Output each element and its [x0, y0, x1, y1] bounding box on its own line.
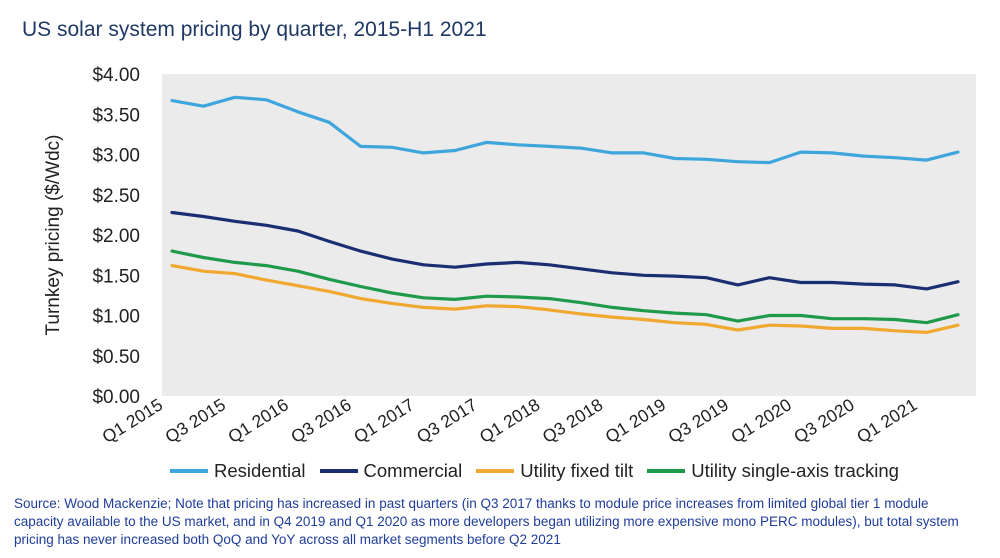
- legend-item: Utility single-axis tracking: [647, 460, 899, 482]
- series-line-commercial: [170, 210, 960, 291]
- x-tick-label: Q1 2019: [602, 394, 670, 447]
- legend-item: Commercial: [319, 460, 463, 482]
- y-tick-label: $0.50: [92, 347, 140, 368]
- x-tick-label: Q3 2020: [790, 394, 858, 447]
- legend-swatch: [170, 469, 208, 473]
- y-tick-label: $1.50: [92, 266, 140, 287]
- x-tick-label: Q3 2015: [161, 394, 229, 447]
- series-line-utility-fixed-tilt: [170, 264, 960, 334]
- y-tick-label: $1.00: [92, 307, 140, 328]
- x-tick-label: Q1 2021: [853, 394, 921, 447]
- y-tick-label: $2.50: [92, 186, 140, 207]
- chart-title: US solar system pricing by quarter, 2015…: [22, 18, 487, 41]
- x-tick-label: Q1 2017: [350, 394, 418, 447]
- legend-swatch: [476, 469, 515, 473]
- y-tick-label: $3.50: [92, 105, 140, 126]
- legend-label: Utility fixed tilt: [520, 460, 634, 481]
- y-tick-label: $2.00: [92, 226, 140, 247]
- legend-item: Utility fixed tilt: [476, 460, 633, 482]
- series-line-residential: [170, 95, 960, 165]
- x-tick-label: Q1 2018: [476, 394, 544, 447]
- legend-label: Utility single-axis tracking: [691, 460, 899, 481]
- x-tick-label: Q3 2016: [287, 394, 355, 447]
- x-tick-label: Q3 2018: [539, 394, 607, 447]
- x-tick-label: Q1 2020: [727, 394, 795, 447]
- plot-area: [162, 74, 976, 396]
- legend: Residential Commercial Utility fixed tilt U…: [170, 460, 913, 482]
- series-line-utility-single-axis-tracking: [170, 249, 960, 325]
- source-note: Source: Wood Mackenzie; Note that pricin…: [14, 496, 959, 547]
- legend-swatch: [647, 469, 686, 473]
- legend-label: Residential: [214, 460, 306, 481]
- x-tick-label: Q1 2016: [224, 394, 292, 447]
- legend-label: Commercial: [363, 460, 463, 481]
- x-tick-label: Q3 2019: [665, 394, 733, 447]
- y-axis-title: Turnkey pricing ($/Wdc): [43, 135, 64, 336]
- x-tick-label: Q3 2017: [413, 394, 481, 447]
- legend-swatch: [319, 469, 358, 473]
- y-tick-label: $0.00: [92, 387, 140, 408]
- y-tick-label: $3.00: [92, 146, 140, 167]
- y-tick-label: $4.00: [92, 65, 140, 86]
- legend-item: Residential: [170, 460, 306, 482]
